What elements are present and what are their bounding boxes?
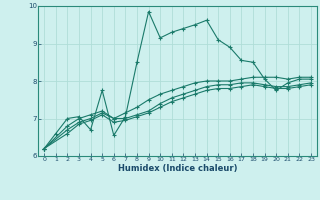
X-axis label: Humidex (Indice chaleur): Humidex (Indice chaleur) bbox=[118, 164, 237, 173]
